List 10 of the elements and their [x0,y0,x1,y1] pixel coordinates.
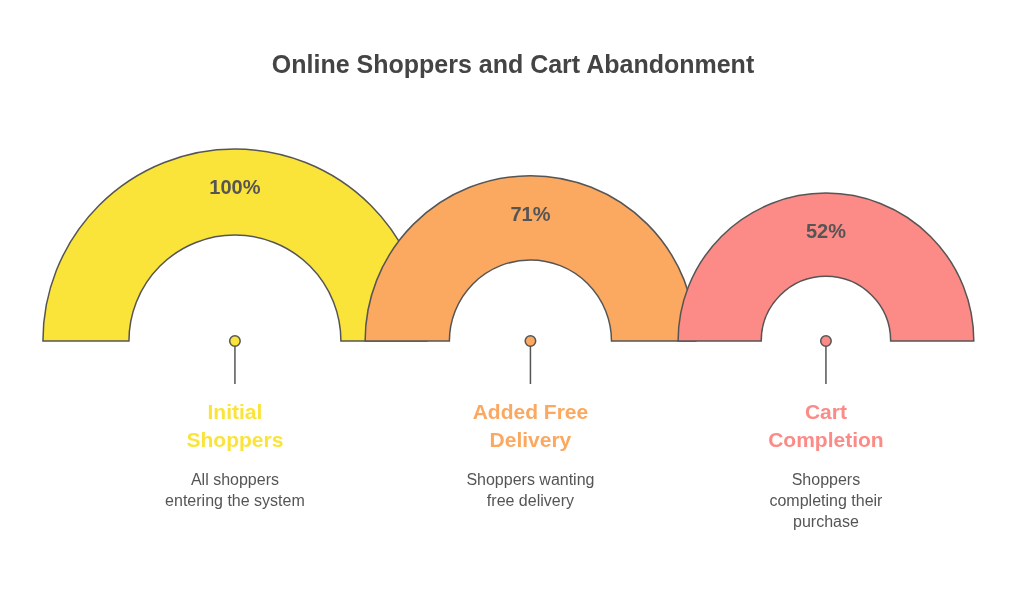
data-label: 100% [209,176,261,198]
category-label: Cart Completion [768,400,884,451]
text: Shoppers completing their purchase [769,471,884,530]
category-label: Added Free Delivery [472,400,589,451]
data-label: 52% [805,220,847,243]
text: Shoppers wanting free delivery [466,471,595,509]
text: Online Shoppers and Cart Abandonment [271,50,755,78]
text: All shoppers entering the system [165,471,305,509]
category-label: Initial Shoppers [186,400,284,451]
data-label: 71% [510,202,551,225]
